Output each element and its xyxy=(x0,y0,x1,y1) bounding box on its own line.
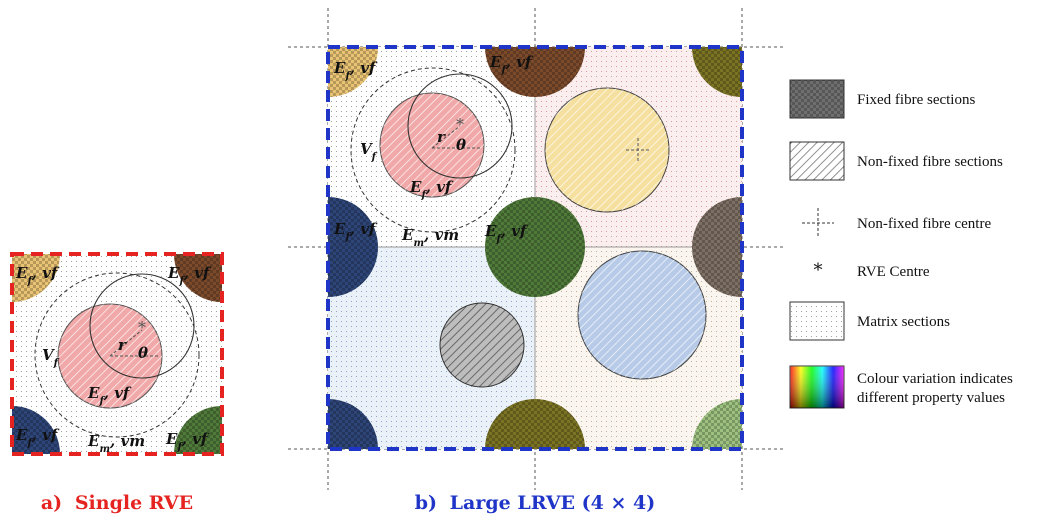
legend: Fixed fibre sections Non-fixed fibre sec… xyxy=(789,79,1013,409)
single-label-tr: Ef, vf xyxy=(167,264,212,287)
single-label-br: Ef, vf xyxy=(165,430,210,453)
large-lrve-border xyxy=(326,45,744,451)
matrix-swatch xyxy=(789,301,845,341)
single-fibre-position-outline xyxy=(89,273,195,379)
large-fibre-q2-hatch xyxy=(545,88,669,212)
large-label-left: Ef, vf xyxy=(333,220,378,243)
legend-item-non-fixed: Non-fixed fibre sections xyxy=(789,141,1003,181)
single-volume-boundary xyxy=(34,272,200,438)
legend-label-rve-centre: RVE Centre xyxy=(857,264,930,280)
caption-single-rve: a) Single RVE xyxy=(41,492,193,514)
large-label-centre: Ef, vf xyxy=(409,178,454,201)
large-label-volume: Vf xyxy=(360,140,378,163)
large-rve-centre-asterisk-icon: * xyxy=(456,115,464,134)
single-rve-border xyxy=(10,252,224,456)
single-label-bl: Ef, vf xyxy=(15,426,60,449)
legend-label-colour-1: Colour variation indicates xyxy=(857,371,1013,387)
legend-item-centre: Non-fixed fibre centre xyxy=(802,208,991,238)
rainbow-swatch-shade xyxy=(790,366,844,408)
caption-large-prefix: b) xyxy=(415,492,437,514)
caption-large-text: Large LRVE (4 × 4) xyxy=(450,492,656,514)
single-corner-texture-tr xyxy=(174,254,222,302)
large-label-radius: r xyxy=(437,128,446,146)
legend-label-fixed: Fixed fibre sections xyxy=(857,92,975,108)
large-label-mid: Ef, vf xyxy=(484,222,529,245)
single-radius-line xyxy=(109,329,143,357)
large-fibre-q3-hatch xyxy=(440,303,524,387)
large-label-tl: Ef, vf xyxy=(333,59,378,82)
legend-item-matrix: Matrix sections xyxy=(789,301,950,341)
large-radius-line xyxy=(431,125,461,149)
large-fibre-q4-hatch xyxy=(578,251,706,379)
single-label-radius: r xyxy=(118,336,127,354)
fixed-fibre-swatch-texture xyxy=(790,80,844,118)
caption-single-prefix: a) xyxy=(41,492,62,514)
single-rve-panel: * Ef, vf Ef, vf Ef, vf Ef, vf Ef, vf Em,… xyxy=(10,252,224,456)
single-label-centre: Ef, vf xyxy=(87,384,132,407)
legend-label-colour-2: different property values xyxy=(857,390,1005,406)
single-rve-centre-asterisk-icon: * xyxy=(138,318,146,337)
legend-item-colour: Colour variation indicates different pro… xyxy=(789,365,1013,409)
crosshair-icon xyxy=(802,208,834,238)
single-corner-texture-br xyxy=(174,406,222,454)
single-corner-texture-tl xyxy=(12,254,60,302)
large-lrve-panel: * Ef, vf Ef, vf Ef, vf Ef, vf Ef, vf Em,… xyxy=(288,8,785,490)
legend-label-centre: Non-fixed fibre centre xyxy=(857,216,991,232)
single-corner-texture-bl xyxy=(12,406,60,454)
single-label-matrix: Em, vm xyxy=(87,432,145,455)
large-label-angle: θ xyxy=(456,136,466,154)
caption-large-lrve: b) Large LRVE (4 × 4) xyxy=(415,492,655,514)
large-fixed-fibres xyxy=(328,47,742,449)
legend-item-rve-centre: * RVE Centre xyxy=(814,260,930,281)
large-fibre-q2-centre-crosshair-icon xyxy=(626,138,650,162)
large-volume-boundary xyxy=(350,67,516,233)
large-label-matrix: Em, vm xyxy=(401,226,459,249)
large-fibre-q1-hatch xyxy=(380,93,484,197)
non-fixed-fibre-swatch-hatch xyxy=(790,142,844,180)
legend-label-matrix: Matrix sections xyxy=(857,314,950,330)
large-fibre-position-outline xyxy=(407,73,513,179)
single-label-volume: Vf xyxy=(42,346,60,369)
asterisk-icon: * xyxy=(814,260,823,281)
legend-item-fixed: Fixed fibre sections xyxy=(789,79,975,119)
large-label-top: Ef, vf xyxy=(489,53,534,76)
caption-single-text: Single RVE xyxy=(75,492,193,514)
legend-label-non-fixed: Non-fixed fibre sections xyxy=(857,154,1003,170)
single-label-angle: θ xyxy=(138,344,148,362)
single-label-tl: Ef, vf xyxy=(15,264,60,287)
